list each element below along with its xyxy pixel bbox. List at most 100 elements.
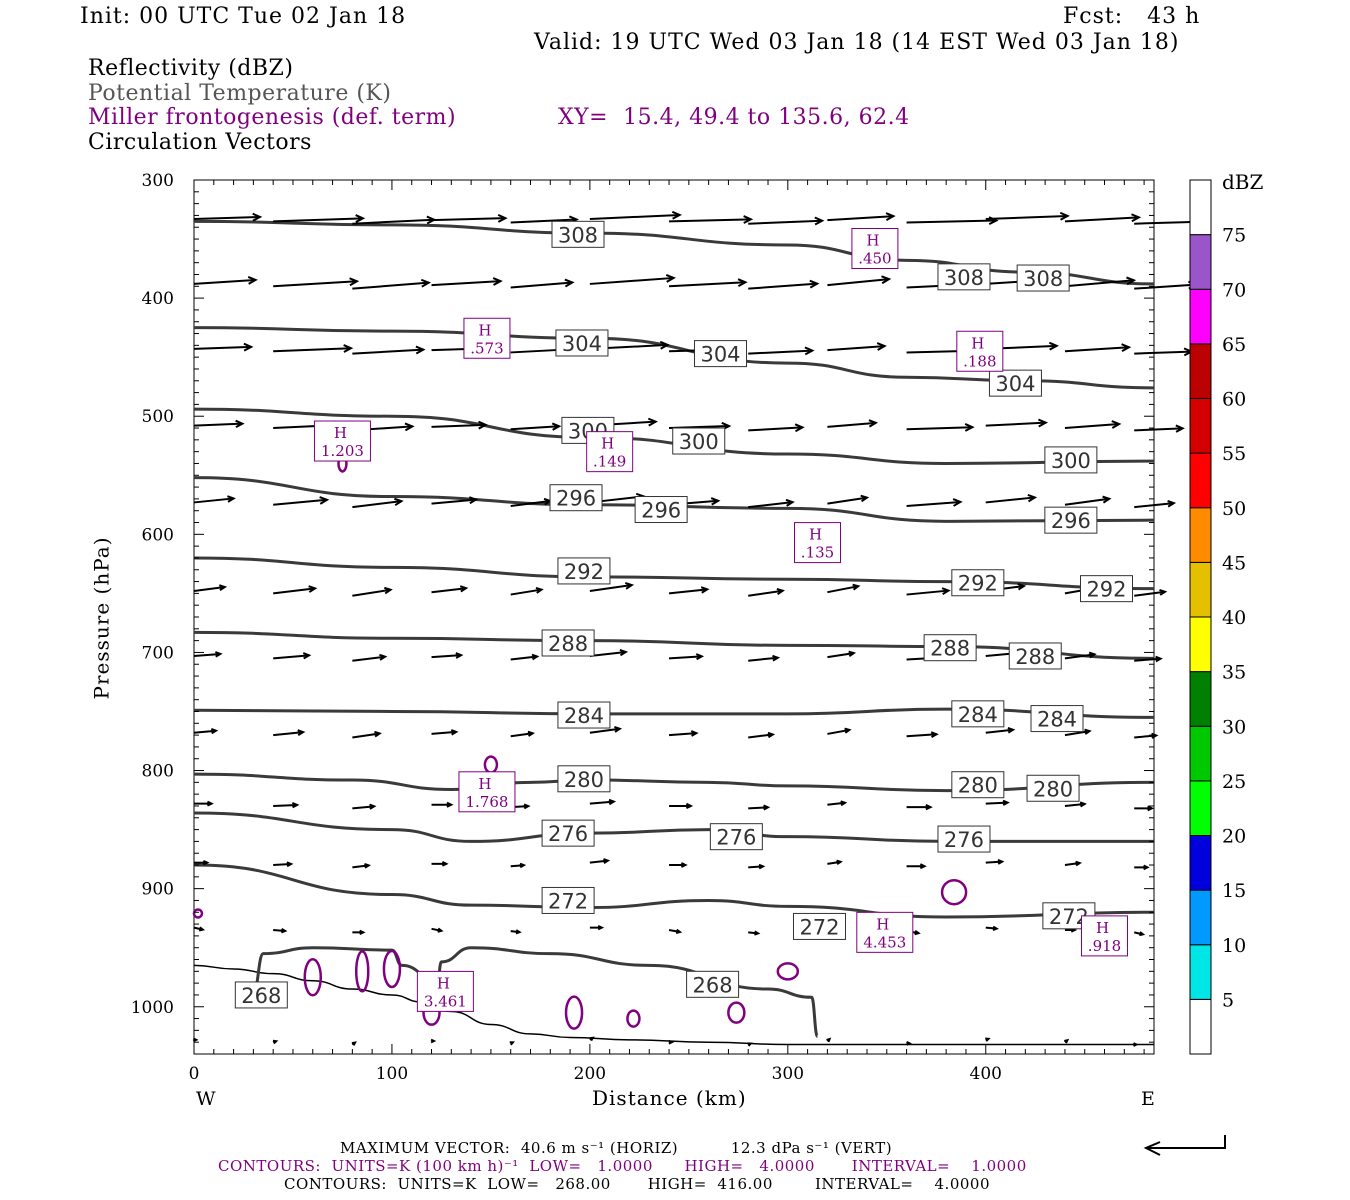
circulation-vector — [748, 426, 803, 432]
circulation-vector — [906, 589, 949, 596]
circulation-vector — [193, 278, 256, 285]
circulation-vector-head — [710, 497, 721, 506]
circulation-vector-head — [235, 419, 245, 429]
circulation-vector-head — [218, 584, 228, 592]
circulation-vector-head — [519, 862, 527, 869]
theta-contour-268 — [251, 946, 819, 1038]
colorbar-segment — [1189, 944, 1212, 1000]
circulation-vector-head — [286, 861, 294, 868]
terrain-surface-line — [193, 964, 1154, 1046]
circulation-vector — [193, 422, 243, 427]
fronto-max-value: .450 — [858, 250, 891, 268]
circulation-vector — [589, 213, 680, 220]
circulation-vector-head — [876, 342, 887, 351]
circulation-vector-head — [685, 802, 694, 810]
fronto-max-value: 1.768 — [465, 793, 508, 811]
theta-label-box — [1030, 705, 1084, 733]
circulation-vector-head — [527, 730, 535, 737]
circulation-vector-head — [1075, 860, 1082, 867]
west-label: W — [196, 1088, 216, 1110]
circulation-vector — [273, 217, 363, 223]
colorbar-segment — [1189, 561, 1212, 618]
circulation-vector — [273, 803, 298, 807]
fronto-max-value: .135 — [801, 544, 834, 562]
theta-label-box — [951, 700, 1005, 728]
circulation-vector-head — [743, 215, 754, 224]
fronto-max-value: 1.203 — [321, 442, 364, 460]
circulation-vector — [748, 501, 793, 509]
circulation-vector-head — [992, 925, 999, 931]
circulation-vector-head — [1007, 726, 1016, 734]
circulation-vector-head — [848, 650, 857, 658]
circulation-vector-head — [680, 862, 688, 868]
colorbar-level-label: 15 — [1222, 880, 1246, 902]
theta-label: 304 — [562, 332, 602, 356]
circulation-vector-head — [207, 800, 214, 807]
circulation-vector — [352, 588, 391, 597]
theta-label-box — [1044, 446, 1098, 474]
theta-label: 280 — [564, 768, 604, 792]
theta-label: 268 — [693, 973, 733, 997]
colorbar-segment — [1189, 398, 1212, 454]
fronto-max-label: H — [601, 435, 614, 453]
circulation-vector — [827, 215, 894, 222]
forecast-hour: Fcst: 43 h — [1063, 4, 1201, 29]
circulation-vector-head — [747, 1042, 753, 1047]
circulation-vector — [193, 586, 225, 593]
footer-fronto-contours: CONTOURS: UNITS=K (100 km h)⁻¹ LOW= 1.00… — [218, 1157, 1027, 1175]
circulation-vector-head — [523, 803, 531, 810]
circulation-vector-head — [343, 344, 354, 353]
fronto-max-box — [956, 330, 1004, 372]
theta-contour-288 — [193, 630, 1155, 660]
fronto-max-label: H — [478, 321, 491, 339]
y-tick-label: 600 — [142, 525, 174, 545]
circulation-vector — [1064, 279, 1135, 288]
circulation-vector-head — [675, 928, 683, 935]
theta-label-box — [634, 496, 688, 524]
circulation-vector-head — [1088, 651, 1097, 659]
circulation-vector-head — [1048, 341, 1059, 351]
circulation-vector-head — [272, 1039, 279, 1045]
circulation-vector-head — [860, 494, 870, 503]
circulation-vector — [273, 498, 328, 506]
circulation-vector — [748, 349, 813, 355]
theta-label-box — [541, 629, 595, 657]
circulation-vector-head — [1084, 728, 1092, 735]
circulation-vector-head — [608, 798, 617, 806]
fronto-max-box — [794, 522, 842, 564]
theta-label-box — [686, 970, 740, 998]
circulation-vector — [193, 729, 217, 734]
circulation-vector — [748, 282, 818, 290]
circulation-vector-head — [941, 587, 951, 595]
colorbar-segment — [1189, 671, 1212, 727]
circulation-vector-head — [767, 731, 776, 739]
circulation-vector-head — [763, 804, 771, 811]
circulation-vector — [827, 278, 890, 287]
circulation-vector — [827, 345, 885, 352]
circulation-vector — [827, 496, 868, 505]
circulation-vector-head — [515, 929, 522, 935]
circulation-vector-head — [754, 930, 761, 936]
circulation-vector-head — [772, 654, 781, 662]
circulation-vector-head — [247, 276, 258, 285]
circulation-vector — [985, 801, 1008, 805]
circulation-vector-head — [885, 212, 896, 221]
circulation-vector — [1134, 734, 1157, 739]
colorbar-segment — [1189, 288, 1212, 345]
circulation-vector-head — [1102, 495, 1112, 504]
theta-label: 272 — [548, 889, 588, 913]
circulation-vector — [273, 587, 316, 595]
fronto-max-value: 4.453 — [863, 933, 906, 951]
circulation-vector — [748, 589, 783, 597]
theta-label-box — [541, 819, 595, 847]
theta-label-box — [937, 263, 991, 291]
circulation-vector-head — [589, 1036, 595, 1042]
fronto-contour — [564, 995, 584, 1030]
circulation-vector — [1064, 653, 1095, 660]
circulation-vector-head — [478, 420, 489, 430]
circulation-vector — [906, 219, 997, 224]
circulation-vector — [510, 425, 560, 431]
fronto-contour — [626, 1009, 641, 1028]
footer-max-vector: MAXIMUM VECTOR: 40.6 m s⁻¹ (HORIZ) 12.3 … — [340, 1139, 893, 1157]
circulation-vector — [589, 800, 614, 805]
